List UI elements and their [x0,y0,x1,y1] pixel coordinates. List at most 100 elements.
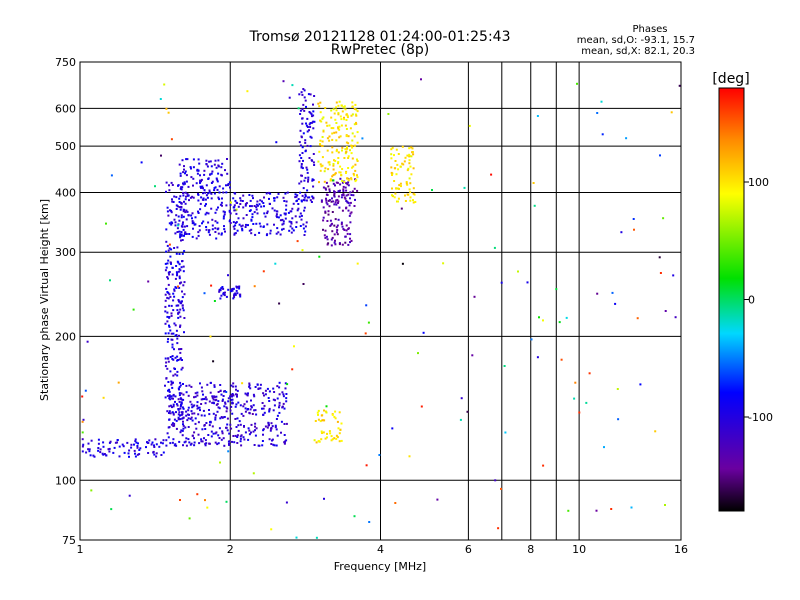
data-point [354,169,357,172]
data-point [177,418,180,421]
data-point [352,172,355,175]
data-point [226,172,229,175]
data-point [182,393,185,396]
data-point [182,221,184,224]
data-point [209,381,212,384]
data-point [200,386,203,389]
data-point [289,210,292,213]
data-point [321,140,324,143]
data-point [297,198,300,201]
data-point [184,172,186,175]
data-point [329,224,332,227]
data-point [326,436,328,439]
data-point [285,393,288,395]
data-point [197,413,200,416]
data-point [282,196,285,199]
data-point [176,359,179,362]
data-point [276,434,279,437]
data-point [335,437,338,440]
data-point [113,446,116,449]
data-point [242,405,245,408]
data-point [343,105,346,108]
data-point [181,223,184,226]
data-point [307,93,310,96]
data-point [207,434,210,436]
data-point [276,196,279,199]
data-point [242,217,245,220]
data-point [164,310,167,313]
data-point [289,225,292,228]
data-point [335,139,338,142]
data-point [252,472,255,475]
data-point [303,89,306,92]
data-point [215,166,218,169]
data-point [179,405,182,408]
data-point [177,270,180,273]
data-point [176,404,179,407]
data-point [167,259,170,262]
data-point [230,398,233,401]
data-point [185,391,188,394]
data-point [306,168,309,171]
data-point [355,121,357,124]
data-point [350,177,353,180]
data-point [211,396,214,399]
data-point [186,419,189,422]
data-point [116,441,118,444]
data-point [284,440,286,443]
data-point [182,194,185,197]
data-point [403,160,406,163]
data-point [248,433,251,436]
data-point [309,122,312,124]
data-point [217,172,220,175]
data-point [337,113,340,116]
data-point [312,103,314,106]
stats-x-mode: mean, sd,X: 82.1, 20.3 [581,46,695,57]
data-point [196,394,199,397]
data-point [184,231,187,234]
data-point [217,232,220,235]
data-point [351,146,354,149]
data-point [324,210,327,213]
data-point [341,149,343,152]
data-point [203,424,206,427]
data-point [217,406,220,409]
data-point [288,229,291,232]
data-point [204,499,206,502]
data-point [215,177,218,180]
data-point [275,444,278,447]
data-point [300,180,303,183]
data-point [303,179,306,182]
data-point [412,153,415,156]
data-point [390,153,393,156]
data-point [127,452,130,455]
data-point [292,202,295,205]
data-point [166,394,169,397]
data-point [221,286,224,288]
data-point [187,406,190,409]
data-point [414,201,417,203]
data-point [308,129,310,132]
data-point [180,225,183,228]
data-point [179,282,182,285]
data-point [659,154,661,157]
data-point [285,439,288,442]
data-point [328,205,331,208]
data-point [420,405,423,408]
data-point [340,124,343,127]
data-point [322,219,325,222]
data-point [183,181,186,184]
data-point [203,169,206,172]
data-point [204,444,207,447]
data-point [179,208,182,211]
data-point [355,179,358,181]
data-point [311,121,314,124]
data-point [205,159,208,162]
data-point [211,425,214,428]
data-point [244,407,247,410]
data-point [303,96,306,99]
data-point [625,137,628,140]
data-point [218,407,221,410]
data-point [168,243,171,246]
data-point [323,234,326,237]
